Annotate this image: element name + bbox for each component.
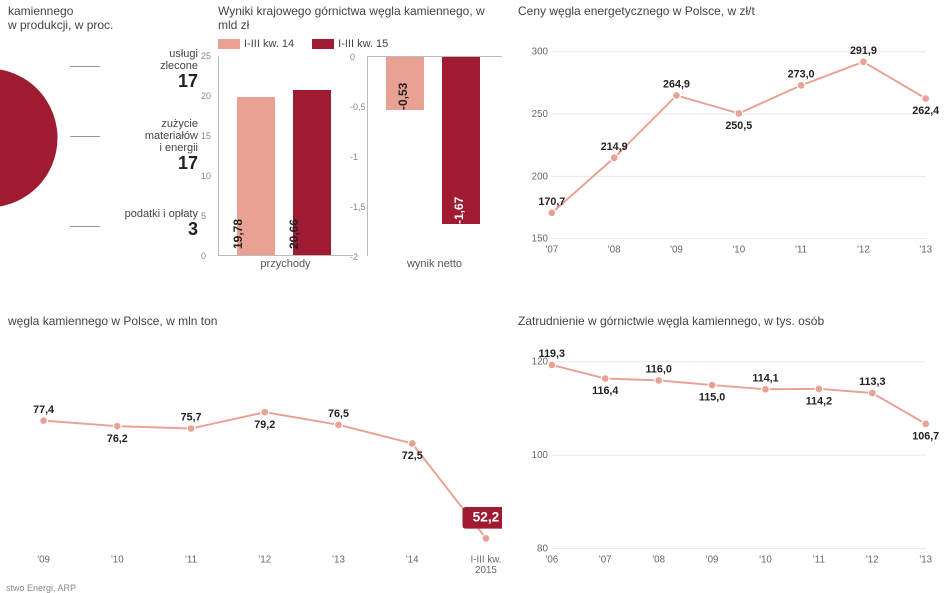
svg-text:113,3: 113,3 <box>859 376 885 388</box>
svg-text:291,9: 291,9 <box>850 45 877 57</box>
svg-text:150: 150 <box>532 234 549 245</box>
svg-text:170,7: 170,7 <box>538 196 565 208</box>
svg-text:250,5: 250,5 <box>725 120 752 132</box>
pie-panel: kamiennegow produkcji, w proc. usługizle… <box>0 0 210 310</box>
prices-chart: 150 200 250 300 170,7 '07 214,9 '08 264,9 '09 250,… <box>518 38 940 268</box>
svg-text:'07: '07 <box>599 554 612 565</box>
subchart-label: wynik netto <box>367 258 502 270</box>
svg-text:'12: '12 <box>258 554 271 565</box>
svg-text:76,5: 76,5 <box>328 408 349 420</box>
svg-text:'09: '09 <box>37 554 50 565</box>
bar: 20,66 <box>293 90 331 255</box>
prices-title: Ceny węgla energetycznego w Polsce, w zł… <box>518 4 940 34</box>
svg-text:72,5: 72,5 <box>402 450 423 462</box>
svg-text:264,9: 264,9 <box>663 79 690 91</box>
legend-item: I-III kw. 14 <box>244 38 294 50</box>
legend-item: I-III kw. 15 <box>338 38 388 50</box>
pie-slice-label: usługizlecone17 <box>88 48 198 92</box>
subchart-label: przychody <box>218 258 353 270</box>
svg-text:100: 100 <box>532 450 549 461</box>
svg-text:'11: '11 <box>813 554 825 565</box>
svg-text:75,7: 75,7 <box>181 412 202 424</box>
svg-text:'11: '11 <box>185 554 197 565</box>
pie-slice-label: zużyciemateriałówi energii17 <box>88 118 198 174</box>
finance-panel: Wyniki krajowego górnictwa węgla kamienn… <box>210 0 510 310</box>
employment-title: Zatrudnienie w górnictwie węgla kamienne… <box>518 314 940 344</box>
svg-text:'07: '07 <box>545 244 558 255</box>
svg-text:106,7: 106,7 <box>912 431 939 443</box>
svg-text:119,3: 119,3 <box>539 348 565 360</box>
svg-text:76,2: 76,2 <box>107 433 128 445</box>
svg-text:115,0: 115,0 <box>699 392 725 404</box>
production-chart: 77,4 '09 76,2 '10 75,7 '11 79,2 '12 76,5 '13 72,5 '… <box>8 348 502 578</box>
svg-text:273,0: 273,0 <box>788 69 815 81</box>
svg-text:'10: '10 <box>111 554 124 565</box>
pie-title: kamiennegow produkcji, w proc. <box>8 4 202 34</box>
employment-chart: 80100120119,3'06116,4'07116,0'08115,0'09… <box>518 348 940 578</box>
svg-text:'09: '09 <box>670 244 683 255</box>
svg-text:'13: '13 <box>919 554 932 565</box>
svg-text:'12: '12 <box>857 244 870 255</box>
svg-text:114,1: 114,1 <box>752 372 778 384</box>
svg-text:2015: 2015 <box>475 565 497 576</box>
pie-chart: usługizlecone17 zużyciemateriałówi energi… <box>8 38 202 258</box>
svg-text:'08: '08 <box>608 244 621 255</box>
svg-text:262,4: 262,4 <box>912 105 939 117</box>
svg-text:'14: '14 <box>406 554 419 565</box>
revenue-chart: 051015202519,7820,66 przychody <box>218 56 353 270</box>
bar: -0,53 <box>386 57 424 110</box>
svg-text:'13: '13 <box>332 554 345 565</box>
prices-panel: Ceny węgla energetycznego w Polsce, w zł… <box>510 0 948 310</box>
source-note: stwo Energi, ARP <box>6 583 76 593</box>
svg-text:'10: '10 <box>732 244 745 255</box>
svg-text:'10: '10 <box>759 554 772 565</box>
finance-title: Wyniki krajowego górnictwa węgla kamienn… <box>218 4 502 34</box>
netresult-chart: 0-0,5-1-1,5-2-0,53-1,67 wynik netto <box>367 56 502 270</box>
bar: 19,78 <box>237 97 275 255</box>
production-panel: węgla kamiennego w Polsce, w mln ton 77,… <box>0 310 510 593</box>
svg-text:116,0: 116,0 <box>646 364 672 376</box>
svg-text:300: 300 <box>532 47 549 58</box>
svg-text:'13: '13 <box>919 244 932 255</box>
svg-text:52,2: 52,2 <box>473 510 500 525</box>
pie-slice-label: podatki i opłaty3 <box>88 208 198 240</box>
svg-text:114,2: 114,2 <box>806 395 832 407</box>
employment-panel: Zatrudnienie w górnictwie węgla kamienne… <box>510 310 948 593</box>
svg-text:214,9: 214,9 <box>601 141 628 153</box>
svg-text:77,4: 77,4 <box>33 404 54 416</box>
svg-text:I-III kw.: I-III kw. <box>471 554 502 565</box>
production-title: węgla kamiennego w Polsce, w mln ton <box>8 314 502 344</box>
svg-text:'11: '11 <box>795 244 807 255</box>
finance-legend: I-III kw. 14 I-III kw. 15 <box>218 38 502 50</box>
svg-text:200: 200 <box>532 171 549 182</box>
svg-text:116,4: 116,4 <box>592 385 618 397</box>
svg-text:'06: '06 <box>545 554 558 565</box>
svg-text:250: 250 <box>532 109 549 120</box>
svg-text:79,2: 79,2 <box>254 419 275 431</box>
svg-text:'08: '08 <box>652 554 665 565</box>
bar: -1,67 <box>442 57 480 224</box>
svg-text:'12: '12 <box>866 554 879 565</box>
svg-text:80: 80 <box>537 544 548 555</box>
svg-text:'09: '09 <box>706 554 719 565</box>
